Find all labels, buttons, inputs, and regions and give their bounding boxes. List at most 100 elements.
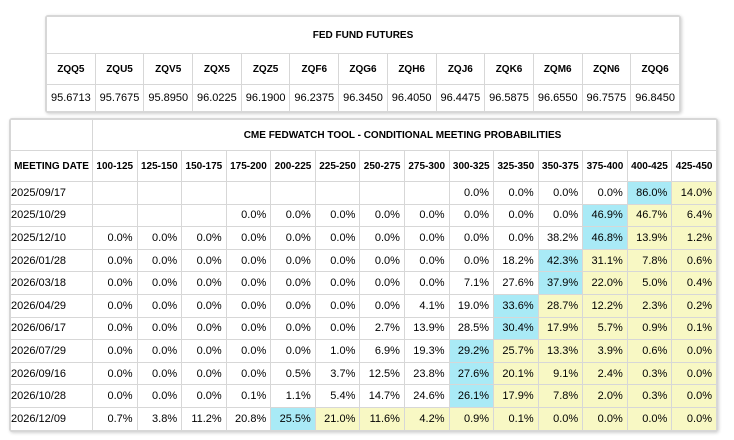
meeting-row: 2025/12/10 0.0% 0.0% 0.0% 0.0% 0.0% 0.0% 0.0% 0.…	[10, 226, 717, 250]
contract-code: ZQQ5	[46, 53, 96, 85]
probability-cell: 0.0%	[136, 293, 183, 318]
probability-cell: 0.0%	[314, 248, 361, 273]
rate-range-header: 100-125	[92, 150, 138, 182]
probability-cell: 0.0%	[537, 181, 584, 205]
probability-cell: 13.9%	[626, 226, 673, 250]
probability-cell: 31.1%	[582, 248, 628, 273]
contract-price: 96.8450	[630, 84, 680, 112]
meeting-date: 2026/06/17	[10, 316, 93, 341]
probability-cell: 11.2%	[181, 406, 227, 431]
meeting-date: 2025/12/10	[10, 226, 93, 250]
contract-price: 95.8950	[143, 84, 194, 112]
probability-cell: 0.0%	[671, 384, 717, 408]
probability-cell: 12.2%	[582, 293, 628, 318]
probability-cell: 20.1%	[493, 361, 539, 386]
probability-cell: 0.1%	[671, 316, 717, 341]
rate-range-header: 250-275	[359, 150, 405, 182]
probability-cell	[92, 181, 138, 205]
probability-cell	[181, 203, 227, 228]
contract-code: ZQM6	[532, 53, 583, 85]
rate-range-header: 275-300	[403, 150, 450, 182]
probability-cell: 0.0%	[225, 271, 272, 295]
contract-price: 96.7575	[581, 84, 632, 112]
probability-cell: 0.0%	[92, 316, 138, 341]
contract-code: ZQN6	[581, 53, 632, 85]
probability-cell: 0.0%	[270, 339, 316, 363]
probability-cell: 12.5%	[359, 361, 405, 386]
meeting-date: 2025/10/29	[10, 203, 93, 228]
probability-cell: 3.7%	[314, 361, 361, 386]
probability-cell: 19.3%	[403, 339, 450, 363]
probability-cell: 0.0%	[314, 271, 361, 295]
probability-cell: 1.2%	[671, 226, 717, 250]
futures-price-row: 95.6713 95.7675 95.8950 96.0225 96.1900 96.23…	[46, 84, 680, 112]
meeting-date: 2026/10/28	[10, 384, 93, 408]
contract-price: 96.4475	[435, 84, 486, 112]
contract-code: ZQG6	[338, 53, 388, 85]
probability-cell: 0.0%	[181, 384, 227, 408]
probability-cell: 0.0%	[225, 339, 272, 363]
probability-cell: 0.0%	[493, 226, 539, 250]
futures-title: FED FUND FUTURES	[46, 16, 680, 54]
probability-cell	[92, 203, 138, 228]
probability-cell: 5.0%	[626, 271, 673, 295]
probability-cell: 0.0%	[270, 271, 316, 295]
probability-cell: 0.0%	[92, 384, 138, 408]
contract-price: 96.1900	[240, 84, 291, 112]
probability-cell: 0.0%	[225, 203, 272, 228]
rate-range-header: 300-325	[448, 150, 495, 182]
probability-cell: 0.3%	[626, 361, 673, 386]
probability-cell: 0.0%	[136, 226, 183, 250]
probability-cell: 0.9%	[448, 406, 495, 431]
meeting-date: 2026/07/29	[10, 339, 93, 363]
probability-cell: 0.1%	[493, 406, 539, 431]
probability-cell: 0.0%	[448, 248, 495, 273]
probability-cell: 0.0%	[359, 293, 405, 318]
probability-cell: 0.0%	[225, 293, 272, 318]
meeting-row: 2026/04/29 0.0% 0.0% 0.0% 0.0% 0.0% 0.0% 0.0% 4.…	[10, 293, 717, 318]
contract-code: ZQH6	[386, 53, 437, 85]
probability-cell: 46.9%	[582, 203, 628, 228]
probability-cell	[181, 181, 227, 205]
probability-cell: 26.1%	[448, 384, 495, 408]
contract-code: ZQF6	[289, 53, 340, 85]
probability-cell: 28.5%	[448, 316, 495, 341]
probability-cell: 0.2%	[671, 293, 717, 318]
probability-cell: 0.0%	[225, 316, 272, 341]
fedwatch-panel: CME FEDWATCH TOOL - CONDITIONAL MEETING …	[9, 118, 718, 432]
probability-cell: 4.1%	[403, 293, 450, 318]
rate-range-header: 175-200	[225, 150, 272, 182]
probability-cell: 0.0%	[537, 203, 584, 228]
probability-cell: 0.0%	[403, 203, 450, 228]
probability-cell: 0.0%	[136, 248, 183, 273]
probability-cell: 0.0%	[359, 248, 405, 273]
probability-cell: 0.0%	[270, 203, 316, 228]
probability-cell: 0.0%	[671, 339, 717, 363]
probability-cell: 18.2%	[493, 248, 539, 273]
probability-cell: 33.6%	[493, 293, 539, 318]
probability-cell: 0.0%	[314, 226, 361, 250]
probability-cell: 0.0%	[225, 361, 272, 386]
probability-cell: 1.0%	[314, 339, 361, 363]
probability-cell: 0.0%	[582, 181, 628, 205]
probability-cell: 0.0%	[92, 339, 138, 363]
futures-contract-row: ZQQ5 ZQU5 ZQV5 ZQX5 ZQZ5 ZQF6 ZQG6 ZQH6 ZQJ6 ZQK6…	[46, 53, 680, 85]
probability-cell: 0.0%	[359, 203, 405, 228]
contract-price: 96.4050	[386, 84, 437, 112]
probability-cell: 7.8%	[537, 384, 584, 408]
probability-cell: 25.7%	[493, 339, 539, 363]
probability-cell: 0.0%	[359, 226, 405, 250]
probability-cell: 0.0%	[92, 271, 138, 295]
meeting-row: 2026/09/16 0.0% 0.0% 0.0% 0.0% 0.5% 3.7% 12.5% 2…	[10, 361, 717, 386]
meeting-date: 2026/04/29	[10, 293, 93, 318]
probability-cell	[136, 203, 183, 228]
probability-cell: 0.0%	[671, 406, 717, 431]
probability-cell: 17.9%	[493, 384, 539, 408]
probability-cell: 3.9%	[582, 339, 628, 363]
probability-cell: 2.4%	[582, 361, 628, 386]
meeting-row: 2026/10/28 0.0% 0.0% 0.0% 0.1% 1.1% 5.4% 14.7% 2…	[10, 384, 717, 408]
probability-cell: 0.0%	[314, 293, 361, 318]
rate-range-header: 375-400	[582, 150, 628, 182]
probability-cell: 0.6%	[671, 248, 717, 273]
probability-cell: 21.0%	[314, 406, 361, 431]
